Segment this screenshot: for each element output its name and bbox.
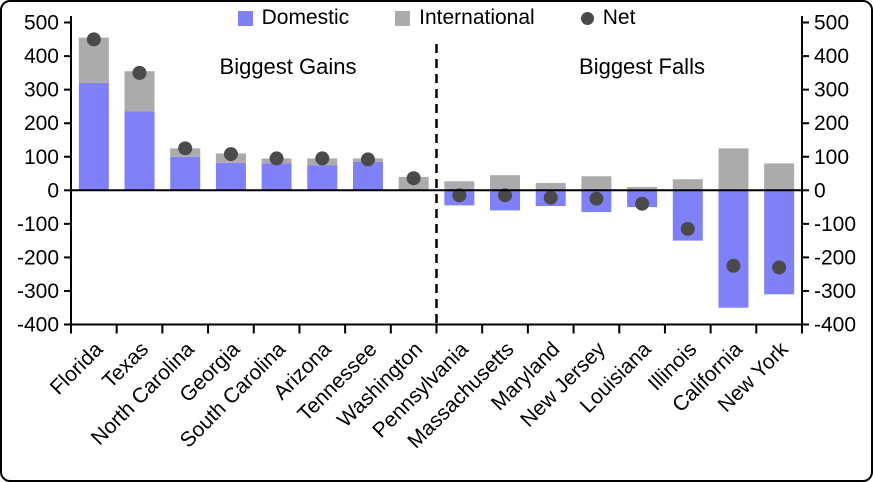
y-axis-label-right: -100	[814, 213, 856, 236]
bar-domestic-florida	[78, 82, 109, 191]
y-axis-label-left: -400	[17, 314, 59, 337]
legend-item-domestic: Domestic	[237, 5, 350, 31]
legend-item-international: International	[395, 5, 535, 31]
net-dot-pennsylvania	[452, 188, 467, 203]
bar-domestic-new-york	[764, 190, 795, 295]
domestic-swatch-icon	[237, 10, 253, 26]
x-axis-label: Florida	[46, 338, 108, 400]
net-dot-maryland	[543, 190, 558, 205]
y-axis-label-right: 400	[814, 45, 849, 68]
net-dot-louisiana	[635, 196, 650, 211]
international-swatch-icon	[395, 10, 411, 26]
legend-label-domestic: Domestic	[261, 6, 350, 29]
y-axis-label-left: 300	[24, 79, 59, 102]
net-dot-new-jersey	[589, 191, 604, 206]
net-dot-florida	[86, 32, 101, 47]
net-dot-north-carolina	[178, 141, 193, 156]
net-dot-south-carolina	[269, 151, 284, 166]
y-axis-label-left: 100	[24, 146, 59, 169]
bar-international-pennsylvania	[444, 181, 475, 191]
bar-domestic-georgia	[215, 162, 246, 191]
y-axis-label-left: 0	[47, 179, 59, 202]
y-axis-label-left: 500	[24, 12, 59, 35]
net-dot-illinois	[680, 221, 695, 236]
bar-domestic-tennessee	[352, 161, 383, 191]
net-dot-washington	[406, 171, 421, 186]
chart-legend: Domestic International Net	[2, 5, 871, 31]
net-dot-texas	[132, 65, 147, 80]
net-dot-icon	[580, 11, 594, 25]
net-dot-georgia	[223, 147, 238, 162]
y-axis-label-left: 200	[24, 112, 59, 135]
bar-international-california	[718, 148, 749, 191]
bar-international-illinois	[672, 179, 703, 191]
y-axis-label-right: 100	[814, 146, 849, 169]
bar-domestic-arizona	[307, 165, 338, 191]
bar-international-louisiana	[627, 186, 658, 191]
bar-international-massachusetts	[490, 175, 521, 191]
legend-item-net: Net	[580, 5, 636, 31]
bar-domestic-north-carolina	[170, 156, 201, 191]
legend-label-international: International	[419, 6, 535, 29]
y-axis-label-left: -200	[17, 246, 59, 269]
bar-domestic-south-carolina	[261, 163, 292, 191]
section-label-biggest-gains: Biggest Gains	[219, 54, 357, 79]
y-axis-label-right: -200	[814, 246, 856, 269]
bar-domestic-california	[718, 190, 749, 308]
bar-international-maryland	[535, 182, 566, 191]
y-axis-label-right: 0	[814, 179, 826, 202]
y-axis-label-right: -400	[814, 314, 856, 337]
net-dot-california	[726, 258, 741, 273]
legend-label-net: Net	[602, 6, 636, 29]
bar-international-new-jersey	[581, 176, 612, 191]
y-axis-label-right: -300	[814, 280, 856, 303]
net-dot-tennessee	[360, 152, 375, 167]
net-dot-arizona	[315, 151, 330, 166]
bar-international-new-york	[764, 163, 795, 191]
y-axis-label-left: 400	[24, 45, 59, 68]
bar-domestic-texas	[124, 111, 155, 191]
y-axis-label-left: -100	[17, 213, 59, 236]
net-dot-new-york	[772, 260, 787, 275]
y-axis-label-right: 200	[814, 112, 849, 135]
section-label-biggest-falls: Biggest Falls	[579, 54, 705, 79]
y-axis-label-right: 300	[814, 79, 849, 102]
y-axis-label-right: 500	[814, 12, 849, 35]
net-dot-massachusetts	[498, 188, 513, 203]
y-axis-label-left: -300	[17, 280, 59, 303]
